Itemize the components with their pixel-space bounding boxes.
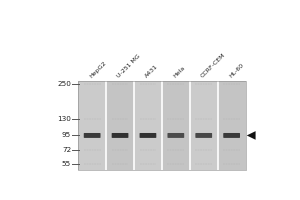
Bar — [218, 81, 246, 170]
Text: 250: 250 — [57, 81, 71, 87]
Bar — [134, 81, 162, 170]
Text: 55: 55 — [62, 161, 71, 167]
Bar — [106, 81, 134, 170]
Bar — [78, 81, 106, 170]
Text: U-251 MG: U-251 MG — [116, 53, 142, 79]
Text: 130: 130 — [57, 116, 71, 122]
Text: 95: 95 — [62, 132, 71, 138]
FancyBboxPatch shape — [195, 133, 212, 138]
Bar — [162, 81, 190, 170]
FancyBboxPatch shape — [84, 133, 100, 138]
Text: Hela: Hela — [172, 65, 186, 79]
Bar — [78, 81, 246, 170]
Bar — [190, 81, 218, 170]
Text: 72: 72 — [62, 147, 71, 153]
FancyBboxPatch shape — [167, 133, 184, 138]
Text: A431: A431 — [144, 64, 159, 79]
FancyBboxPatch shape — [140, 133, 156, 138]
FancyBboxPatch shape — [112, 133, 128, 138]
Polygon shape — [247, 131, 256, 140]
Text: HepG2: HepG2 — [88, 60, 107, 79]
FancyBboxPatch shape — [223, 133, 240, 138]
Text: HL-60: HL-60 — [228, 62, 244, 79]
Text: CCRF-CEM: CCRF-CEM — [200, 52, 227, 79]
